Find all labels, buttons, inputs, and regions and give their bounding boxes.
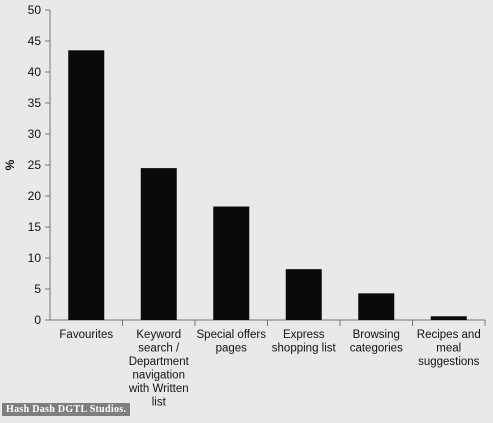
bar <box>213 207 249 320</box>
bar <box>431 316 467 320</box>
y-tick-label: 10 <box>28 251 42 265</box>
y-tick-label: 50 <box>28 3 42 17</box>
bar <box>141 168 177 320</box>
y-tick-label: 45 <box>28 34 42 48</box>
y-tick-label: 25 <box>28 158 42 172</box>
watermark-text: Hash Dash DGTL Studios. <box>2 403 130 416</box>
y-tick-label: 40 <box>28 65 42 79</box>
bar <box>358 293 394 320</box>
y-axis-label: % <box>3 159 17 170</box>
y-tick-label: 15 <box>28 220 42 234</box>
y-tick-label: 30 <box>28 127 42 141</box>
bar <box>286 269 322 320</box>
x-tick-label: Favourites <box>59 329 113 341</box>
y-tick-label: 5 <box>34 282 41 296</box>
y-tick-label: 0 <box>34 313 41 327</box>
y-tick-label: 35 <box>28 96 42 110</box>
y-tick-label: 20 <box>28 189 42 203</box>
bar <box>68 50 104 320</box>
